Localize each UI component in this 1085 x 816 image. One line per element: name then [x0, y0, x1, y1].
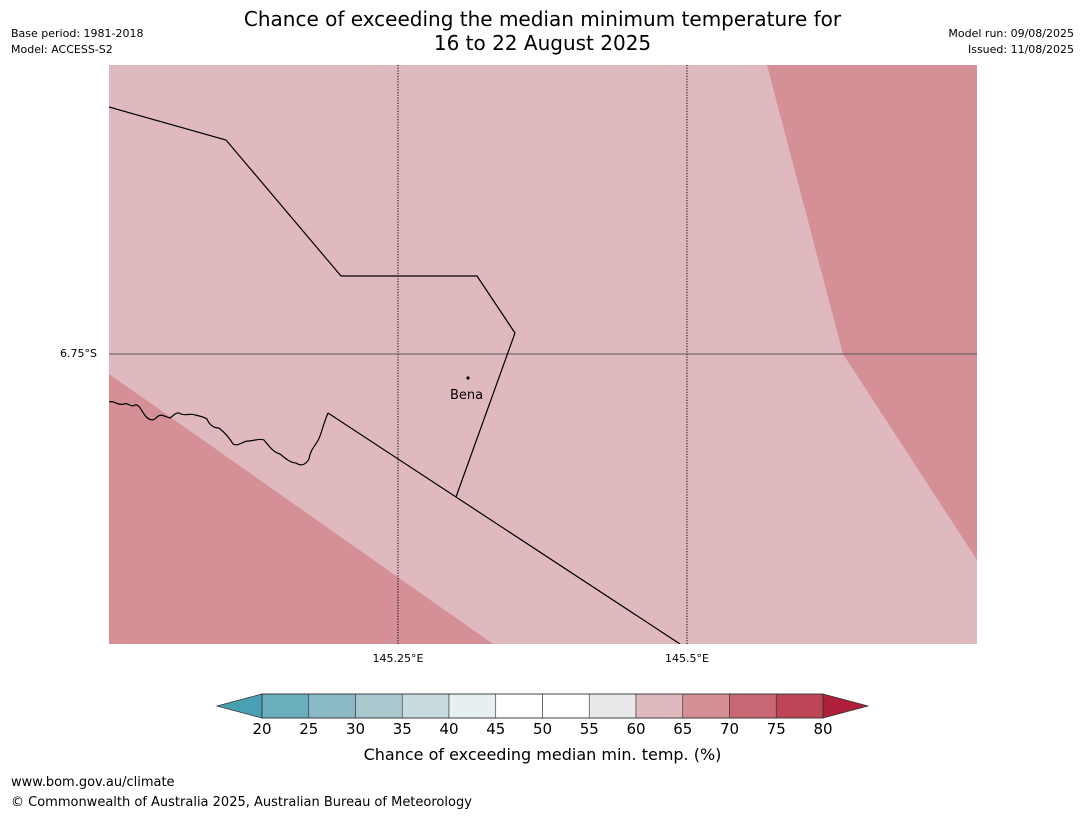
place-label-bena: Bena: [450, 388, 484, 403]
colorbar-low-extend: [215, 693, 263, 719]
colorbar-segment: [542, 693, 590, 719]
colorbar-tick-label: 35: [392, 720, 412, 738]
colorbar-segment: [308, 693, 356, 719]
colorbar-segment: [588, 693, 637, 719]
town-marker-bena: [466, 376, 470, 380]
colorbar-segment: [495, 693, 543, 719]
colorbar-tick-label: 45: [486, 720, 506, 738]
lat-label-6-75: 6.75°S: [60, 347, 97, 360]
footer-url[interactable]: www.bom.gov.au/climate: [11, 775, 175, 790]
province-boundary: [109, 106, 516, 498]
colorbar-segments: [261, 693, 824, 719]
colorbar-tick-label: 80: [813, 720, 833, 738]
colorbar-outline: [261, 693, 824, 719]
colorbar-tick-label: 65: [673, 720, 693, 738]
band-65-70-southwest: [109, 374, 493, 644]
colorbar-segment: [355, 693, 403, 719]
map-area: [109, 65, 977, 644]
chart-title: Chance of exceeding the median minimum t…: [200, 7, 885, 55]
colorbar-high-extend: [822, 693, 870, 719]
colorbar-tick-label: 55: [579, 720, 599, 738]
colorbar-tick-label: 25: [299, 720, 319, 738]
model-name: Model: ACCESS-S2: [11, 43, 113, 56]
colorbar-segment: [261, 693, 310, 719]
colorbar-segment: [401, 693, 450, 719]
lon-label-145-5: 145.5°E: [665, 652, 709, 665]
colorbar-title: Chance of exceeding median min. temp. (%…: [363, 745, 722, 764]
lon-label-145-25: 145.25°E: [372, 652, 424, 665]
footer-copyright: © Commonwealth of Australia 2025, Austra…: [11, 795, 472, 810]
colorbar-tick-label: 20: [252, 720, 272, 738]
province-boundary-south: [327, 412, 681, 644]
colorbar-tick-label: 50: [532, 720, 553, 738]
colorbar-segment: [448, 693, 497, 719]
model-run: Model run: 09/08/2025: [948, 27, 1074, 40]
title-line-2: 16 to 22 August 2025: [433, 31, 652, 55]
issued-date: Issued: 11/08/2025: [967, 43, 1074, 56]
metadata-right: Model run: 09/08/2025 Issued: 11/08/2025: [948, 26, 1074, 58]
base-period: Base period: 1981-2018: [11, 27, 144, 40]
colorbar-tick-label: 60: [626, 720, 646, 738]
coastline: [109, 400, 329, 466]
colorbar-segment: [635, 693, 684, 719]
metadata-left: Base period: 1981-2018 Model: ACCESS-S2: [11, 26, 143, 58]
colorbar-segment: [775, 693, 824, 719]
colorbar-tick-label: 40: [439, 720, 459, 738]
colorbar-tick-label: 75: [766, 720, 786, 738]
colorbar-segment: [729, 693, 777, 719]
colorbar-segment: [682, 693, 730, 719]
title-line-1: Chance of exceeding the median minimum t…: [243, 7, 842, 31]
colorbar-tick-label: 70: [719, 720, 740, 738]
colorbar-tick-label: 30: [345, 720, 366, 738]
band-65-70-east: [767, 65, 977, 560]
